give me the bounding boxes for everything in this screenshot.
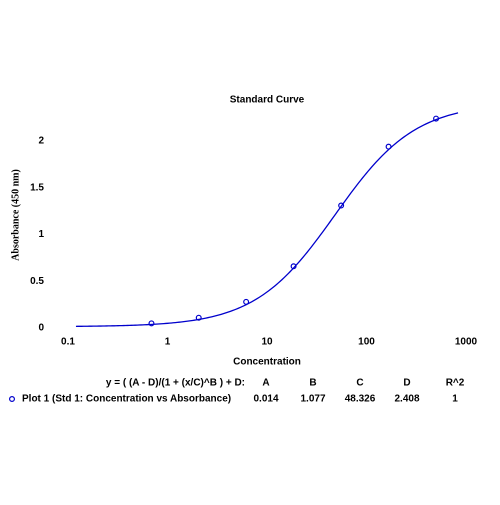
param-value: 0.014 — [253, 394, 278, 405]
y-tick-label: 2 — [38, 136, 44, 147]
x-tick-label: 1000 — [455, 337, 478, 348]
param-name: B — [309, 378, 316, 389]
y-tick-label: 1 — [38, 229, 44, 240]
param-value: 1.077 — [300, 394, 325, 405]
x-tick-label: 10 — [261, 337, 273, 348]
data-point — [338, 202, 345, 209]
chart-title: Standard Curve — [230, 95, 305, 106]
y-tick-label: 0.5 — [30, 276, 44, 287]
x-tick-label: 0.1 — [61, 337, 75, 348]
y-axis-label: Absorbance (450 nm) — [10, 169, 21, 261]
fit-curve — [75, 112, 459, 327]
fit-equation: y = ( (A - D)/(1 + (x/C)^B ) + D: — [106, 378, 245, 389]
data-point — [148, 320, 155, 327]
x-tick-label: 100 — [358, 337, 375, 348]
param-name: R^2 — [446, 378, 465, 389]
param-name: C — [356, 378, 363, 389]
x-tick-label: 1 — [165, 337, 171, 348]
param-value: 48.326 — [345, 394, 376, 405]
param-name: D — [403, 378, 410, 389]
legend-label: Plot 1 (Std 1: Concentration vs Absorban… — [22, 394, 231, 405]
data-point — [385, 143, 392, 150]
param-value: 2.408 — [394, 394, 419, 405]
data-point — [243, 298, 250, 305]
param-name: A — [262, 378, 269, 389]
y-tick-label: 0 — [38, 323, 44, 334]
data-point — [290, 263, 297, 270]
data-point — [195, 314, 202, 321]
data-point — [433, 115, 440, 122]
param-value: 1 — [452, 394, 458, 405]
legend-marker — [9, 396, 16, 403]
x-axis-label: Concentration — [233, 357, 301, 368]
y-tick-label: 1.5 — [30, 182, 44, 193]
